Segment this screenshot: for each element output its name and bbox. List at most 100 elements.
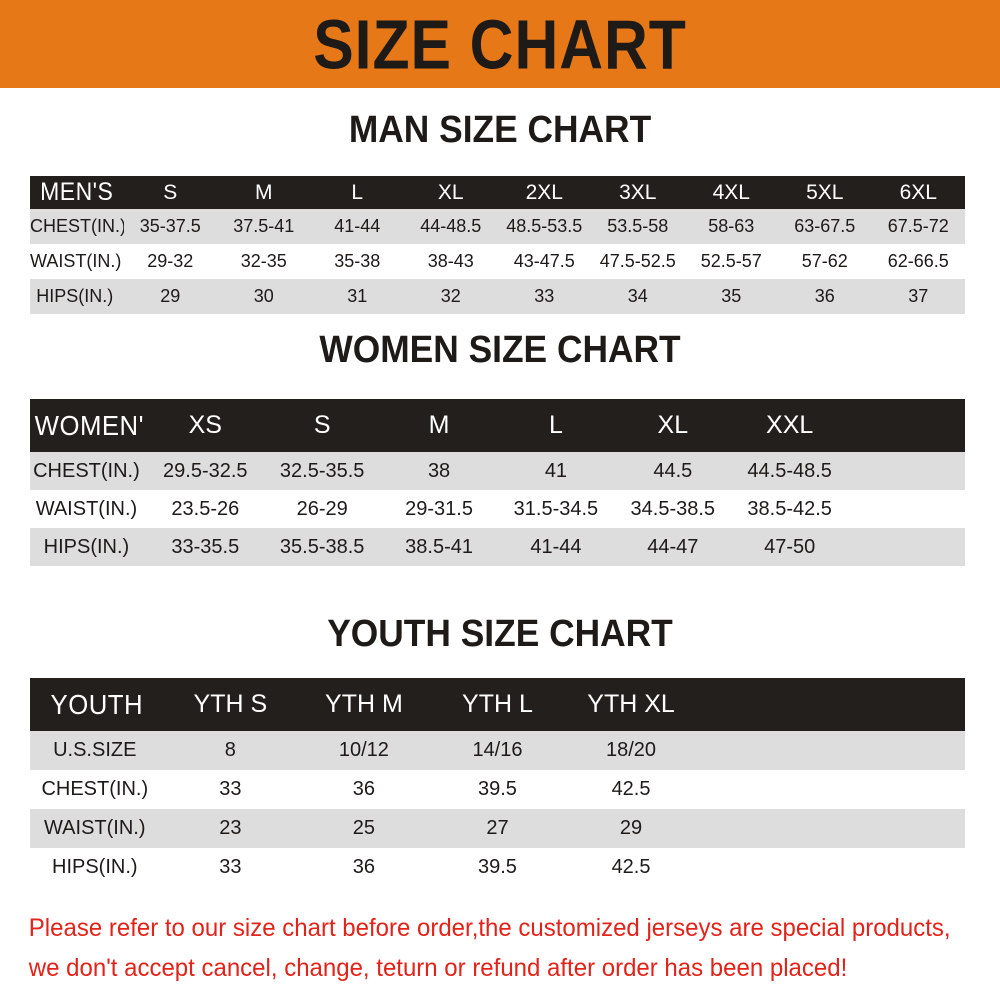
- youth-col-header: YTH S: [193, 690, 268, 718]
- men-col-header: L: [351, 180, 364, 204]
- youth-cell-spacer: [831, 770, 965, 809]
- women-table-body: CHEST(IN.) 29.5-32.5 32.5-35.5 38 41 44.…: [30, 452, 965, 566]
- men-cell: 37: [908, 286, 929, 306]
- youth-cell: 39.5: [478, 856, 517, 878]
- youth-col-header-spacer: [831, 678, 965, 731]
- women-col-header: S: [313, 411, 331, 439]
- table-row: HIPS(IN.) 29 30 31 32 33 34 35 36 37: [30, 279, 965, 314]
- youth-cell-spacer: [698, 809, 832, 848]
- women-cell: 32.5-35.5: [279, 459, 365, 482]
- women-cell-spacer: [848, 528, 965, 566]
- youth-cell: 25: [352, 817, 376, 839]
- women-col-header: XS: [188, 411, 222, 439]
- table-row: WAIST(IN.) 23.5-26 26-29 29-31.5 31.5-34…: [30, 490, 965, 528]
- women-cell-spacer: [848, 490, 965, 528]
- youth-cell: 33: [219, 778, 242, 800]
- men-cell: 36: [814, 286, 835, 306]
- youth-table-body: U.S.SIZE 8 10/12 14/16 18/20 CHEST(IN.) …: [30, 731, 965, 887]
- table-row: CHEST(IN.) 33 36 39.5 42.5: [30, 770, 965, 809]
- men-cell: 58-63: [708, 216, 755, 236]
- men-col-header: 2XL: [525, 180, 563, 204]
- youth-col-header: YTH M: [325, 690, 403, 718]
- section-title-youth: YOUTH SIZE CHART: [327, 613, 673, 655]
- youth-cell: 23: [219, 817, 242, 839]
- men-cell: 53.5-58: [607, 216, 669, 236]
- youth-cell: 27: [486, 817, 509, 839]
- youth-cell: 29: [619, 817, 643, 839]
- footer-disclaimer: Please refer to our size chart before or…: [0, 908, 960, 988]
- men-row-label: HIPS(IN.): [36, 286, 114, 306]
- women-cell: 44.5-48.5: [747, 459, 832, 482]
- women-cell: 34.5-38.5: [630, 497, 716, 520]
- youth-cell: 39.5: [478, 778, 517, 800]
- banner: SIZE CHART: [0, 0, 1000, 88]
- youth-cell-spacer: [698, 731, 832, 770]
- men-col-header: XL: [437, 180, 464, 204]
- men-row-label: WAIST(IN.): [30, 251, 122, 271]
- youth-cell: 8: [224, 739, 236, 761]
- youth-row-label: U.S.SIZE: [53, 739, 137, 761]
- men-cell: 43-47.5: [513, 251, 575, 271]
- women-col-header-spacer: [848, 399, 965, 452]
- men-cell: 57-62: [801, 251, 848, 271]
- men-cell: 41-44: [334, 216, 381, 236]
- women-col-header: XL: [657, 411, 689, 439]
- youth-cell-spacer: [831, 731, 965, 770]
- youth-cell: 14/16: [472, 739, 523, 761]
- women-cell: 38: [427, 459, 451, 482]
- men-cell: 29-32: [147, 251, 194, 271]
- table-row: U.S.SIZE 8 10/12 14/16 18/20: [30, 731, 965, 770]
- men-cell: 31: [347, 286, 368, 306]
- women-cell-spacer: [848, 452, 965, 490]
- women-table-head: WOMEN'S XS S M L XL XXL: [30, 399, 965, 452]
- women-cell: 47-50: [764, 535, 816, 558]
- youth-cell-spacer: [698, 848, 832, 887]
- men-cell: 37.5-41: [233, 216, 295, 236]
- women-cell: 38.5-41: [405, 535, 473, 558]
- women-cell: 33-35.5: [171, 535, 240, 558]
- youth-col-header: YTH L: [462, 690, 533, 718]
- men-cell: 44-48.5: [420, 216, 482, 236]
- men-cell: 67.5-72: [887, 216, 949, 236]
- women-row-label: WAIST(IN.): [35, 497, 138, 520]
- footer-line-2: we don't accept cancel, change, teturn o…: [28, 954, 848, 982]
- table-row: CHEST(IN.) 35-37.5 37.5-41 41-44 44-48.5…: [30, 209, 965, 244]
- youth-row-label: HIPS(IN.): [52, 856, 138, 878]
- women-corner-label: WOMEN'S: [34, 409, 143, 441]
- women-row-label: CHEST(IN.): [33, 459, 140, 482]
- men-cell: 63-67.5: [794, 216, 856, 236]
- youth-cell: 33: [219, 856, 242, 878]
- youth-cell: 36: [352, 778, 376, 800]
- women-cell: 23.5-26: [171, 497, 240, 520]
- section-title-women: WOMEN SIZE CHART: [319, 329, 681, 371]
- youth-col-header: YTH XL: [587, 690, 675, 718]
- table-row: WAIST(IN.) 23 25 27 29: [30, 809, 965, 848]
- table-header-row: MEN'S S M L XL 2XL 3XL 4XL 5XL 6XL: [30, 176, 965, 209]
- women-cell: 44-47: [647, 535, 699, 558]
- women-cell: 44.5: [653, 459, 693, 482]
- women-cell: 29-31.5: [405, 497, 473, 520]
- men-cell: 52.5-57: [700, 251, 762, 271]
- women-cell: 38.5-42.5: [747, 497, 832, 520]
- women-cell: 41: [544, 459, 568, 482]
- men-table-head: MEN'S S M L XL 2XL 3XL 4XL 5XL 6XL: [30, 176, 965, 209]
- youth-cell-spacer: [831, 848, 965, 887]
- women-row-label: HIPS(IN.): [43, 535, 130, 558]
- youth-size-table: YOUTH YTH S YTH M YTH L YTH XL U.S.SIZE …: [30, 678, 965, 887]
- men-cell: 38-43: [427, 251, 474, 271]
- women-cell: 35.5-38.5: [279, 535, 365, 558]
- men-row-label: CHEST(IN.): [30, 216, 124, 236]
- youth-cell-spacer: [831, 809, 965, 848]
- men-cell: 34: [627, 286, 648, 306]
- men-cell: 30: [253, 286, 274, 306]
- table-row: HIPS(IN.) 33-35.5 35.5-38.5 38.5-41 41-4…: [30, 528, 965, 566]
- table-row: CHEST(IN.) 29.5-32.5 32.5-35.5 38 41 44.…: [30, 452, 965, 490]
- men-col-header: 5XL: [806, 180, 844, 204]
- men-cell: 35-38: [334, 251, 381, 271]
- women-cell: 41-44: [530, 535, 582, 558]
- youth-row-label: CHEST(IN.): [41, 778, 149, 800]
- men-cell: 47.5-52.5: [599, 251, 676, 271]
- table-header-row: YOUTH YTH S YTH M YTH L YTH XL: [30, 678, 965, 731]
- men-corner-label: MEN'S: [40, 178, 114, 206]
